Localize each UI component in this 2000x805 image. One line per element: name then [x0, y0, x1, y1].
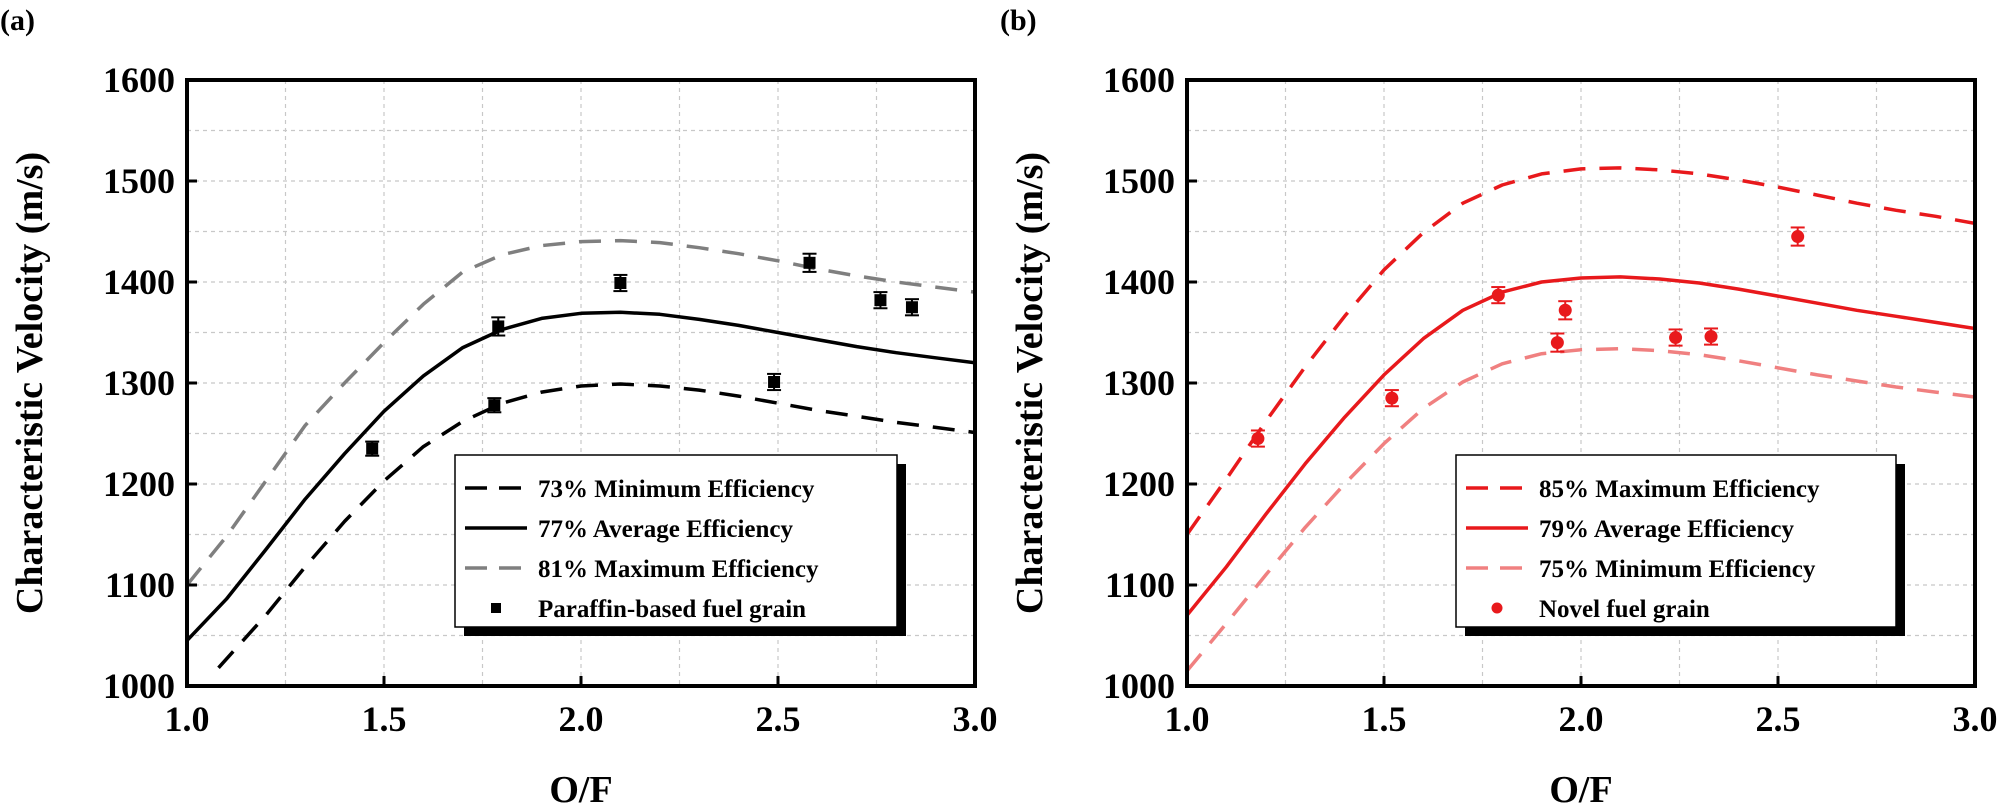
data-point — [614, 277, 627, 290]
data-point — [488, 399, 501, 412]
y-tick-label: 1400 — [1103, 262, 1175, 302]
y-axis-title: Characteristic Velocity (m/s) — [9, 152, 51, 614]
x-tick-label: 2.0 — [559, 699, 604, 739]
legend-label: 73% Minimum Efficiency — [538, 476, 815, 503]
legend-label: Novel fuel grain — [1539, 596, 1710, 623]
x-axis-title: O/F — [1549, 769, 1612, 805]
data-point — [874, 294, 887, 307]
data-point — [905, 301, 918, 314]
series-group — [1187, 166, 1975, 673]
series-line — [1187, 346, 1975, 673]
legend-marker — [491, 603, 501, 613]
y-tick-label: 1600 — [103, 60, 175, 100]
legend-marker — [1491, 602, 1503, 614]
legend-label: Paraffin-based fuel grain — [538, 596, 806, 623]
legend-label: 75% Minimum Efficiency — [1539, 556, 1816, 583]
legend-box — [1455, 454, 1897, 628]
data-point — [1385, 391, 1399, 405]
legend: 73% Minimum Efficiency 77% Average Effici… — [454, 454, 906, 636]
panel-a: (a) 1.0 1.5 2.0 2.5 3.0 1000 1100 1200 1300 1400 15… — [0, 4, 998, 805]
series-group — [187, 238, 975, 669]
y-tick-label: 1200 — [1103, 464, 1175, 504]
series-line — [1187, 166, 1975, 536]
data-point — [1704, 330, 1718, 344]
data-point — [803, 256, 816, 269]
y-tick-label: 1300 — [1103, 363, 1175, 403]
y-tick-label: 1600 — [1103, 60, 1175, 100]
data-point — [1550, 336, 1564, 350]
series-line — [1187, 275, 1975, 617]
y-tick-label: 1500 — [1103, 161, 1175, 201]
y-tick-label: 1300 — [103, 363, 175, 403]
y-tick-label: 1100 — [105, 565, 175, 605]
data-point — [366, 442, 379, 455]
y-tick-label: 1100 — [1105, 565, 1175, 605]
x-axis-title: O/F — [549, 769, 612, 805]
series-line — [187, 310, 975, 642]
series-line — [187, 238, 975, 587]
panel-label: (a) — [0, 4, 35, 37]
panel-b: (b) 1.0 1.5 2.0 2.5 3.0 1000 1100 1200 1300 1400 15… — [1000, 4, 1998, 805]
x-tick-label: 3.0 — [953, 699, 998, 739]
x-tick-label: 1.0 — [165, 699, 210, 739]
legend-label: 77% Average Efficiency — [538, 516, 794, 543]
x-tick-label: 1.5 — [1362, 699, 1407, 739]
panel-label: (b) — [1000, 4, 1037, 37]
x-tick-label: 2.0 — [1559, 699, 1604, 739]
data-point — [1558, 303, 1572, 317]
x-tick-label: 2.5 — [756, 699, 801, 739]
x-tick-label: 1.0 — [1165, 699, 1210, 739]
y-axis-title: Characteristic Velocity (m/s) — [1009, 152, 1051, 614]
x-tick-label: 1.5 — [362, 699, 407, 739]
legend-label: 85% Maximum Efficiency — [1539, 476, 1820, 503]
data-point — [1669, 331, 1683, 345]
y-tick-label: 1400 — [103, 262, 175, 302]
data-point — [1491, 288, 1505, 302]
legend-label: 81% Maximum Efficiency — [538, 556, 819, 583]
y-tick-label: 1200 — [103, 464, 175, 504]
y-tick-label: 1000 — [1103, 666, 1175, 706]
legend-label: 79% Average Efficiency — [1539, 516, 1795, 543]
x-tick-label: 3.0 — [1953, 699, 1998, 739]
y-tick-label: 1500 — [103, 161, 175, 201]
y-tick-label: 1000 — [103, 666, 175, 706]
x-tick-label: 2.5 — [1756, 699, 1801, 739]
data-point — [768, 375, 781, 388]
data-point — [1791, 230, 1805, 244]
data-point — [1251, 432, 1265, 446]
data-point — [492, 320, 505, 333]
legend-box — [454, 454, 898, 628]
legend: 85% Maximum Efficiency 79% Average Effici… — [1455, 454, 1905, 636]
